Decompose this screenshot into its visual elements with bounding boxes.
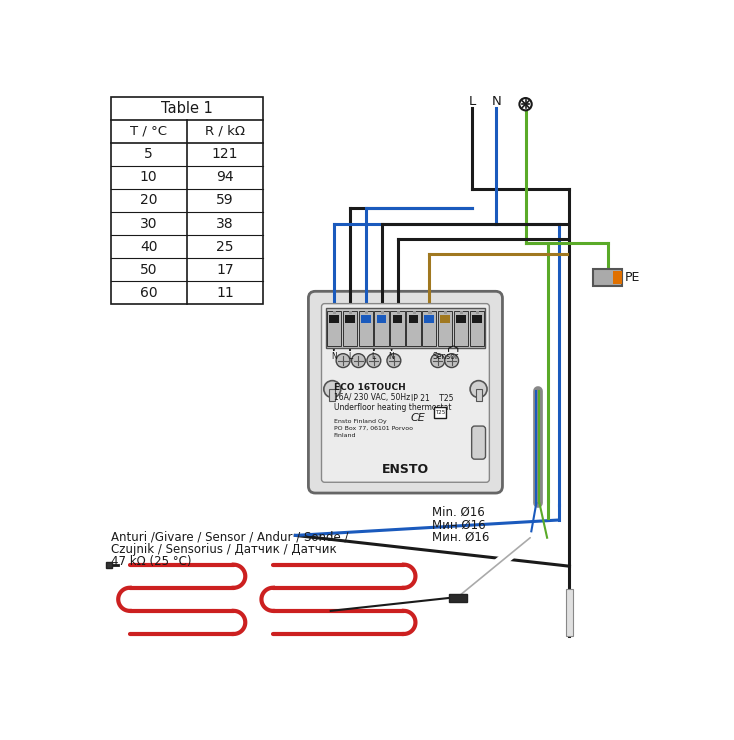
Bar — [456, 315, 466, 323]
Text: T25: T25 — [435, 410, 446, 414]
Text: 5: 5 — [145, 147, 153, 161]
Text: 60: 60 — [140, 286, 158, 300]
Circle shape — [324, 380, 341, 397]
Text: Ensto Finland Oy: Ensto Finland Oy — [334, 419, 387, 424]
Text: L: L — [469, 95, 476, 107]
Text: PO Box 77, 06101 Porvoo: PO Box 77, 06101 Porvoo — [334, 426, 413, 431]
Bar — [470, 311, 484, 346]
Text: Finland: Finland — [334, 433, 356, 438]
Bar — [381, 311, 384, 314]
Bar — [343, 311, 357, 346]
Text: Czujnik / Sensorius / Датчик / Датчик: Czujnik / Sensorius / Датчик / Датчик — [111, 543, 336, 556]
Text: 121: 121 — [211, 147, 238, 161]
Bar — [111, 96, 263, 304]
Bar — [365, 311, 368, 314]
Text: Мин Ø16: Мин Ø16 — [432, 519, 486, 531]
Text: L: L — [371, 352, 376, 361]
Text: 38: 38 — [216, 217, 233, 231]
Bar — [349, 311, 352, 314]
Bar — [374, 311, 389, 346]
Text: 20: 20 — [140, 193, 157, 207]
Bar — [327, 311, 341, 346]
FancyBboxPatch shape — [308, 292, 503, 493]
Bar — [613, 271, 622, 284]
Text: Table 1: Table 1 — [161, 101, 213, 115]
Bar — [454, 311, 468, 346]
Text: 59: 59 — [216, 193, 233, 207]
Bar — [440, 315, 450, 323]
Bar — [393, 315, 402, 323]
Bar — [390, 311, 404, 346]
Bar — [345, 315, 355, 323]
Text: 30: 30 — [140, 217, 157, 231]
Bar — [592, 269, 622, 286]
Text: 17: 17 — [216, 263, 233, 277]
Bar — [409, 315, 418, 323]
Bar — [460, 311, 463, 314]
Bar — [438, 311, 452, 346]
Text: 11: 11 — [216, 286, 233, 300]
Circle shape — [352, 354, 366, 368]
Bar — [448, 594, 467, 602]
Text: Min. Ø16: Min. Ø16 — [432, 506, 485, 519]
Bar — [406, 311, 421, 346]
Text: IP 21    T25: IP 21 T25 — [411, 394, 454, 403]
Circle shape — [336, 354, 350, 368]
Text: Underfloor heating thermostat: Underfloor heating thermostat — [334, 403, 451, 412]
Text: R / kΩ: R / kΩ — [205, 124, 245, 138]
Text: Anturi /Givare / Sensor / Andur / Sonde /: Anturi /Givare / Sensor / Andur / Sonde … — [111, 531, 348, 544]
Bar — [422, 311, 437, 346]
Text: N: N — [389, 352, 394, 361]
Bar — [333, 311, 336, 314]
Text: N: N — [331, 352, 337, 361]
Text: ECO 16TOUCH: ECO 16TOUCH — [334, 383, 406, 392]
Bar — [359, 311, 373, 346]
Text: T / °C: T / °C — [130, 124, 167, 138]
Text: CE: CE — [411, 413, 426, 423]
Text: 47 kΩ (25 °C): 47 kΩ (25 °C) — [111, 556, 191, 568]
Bar — [476, 389, 482, 401]
Bar — [424, 315, 434, 323]
Bar — [361, 315, 371, 323]
Text: 10: 10 — [140, 170, 158, 184]
Text: ENSTO: ENSTO — [382, 463, 429, 477]
Text: PE: PE — [625, 271, 640, 284]
Bar — [476, 311, 479, 314]
Bar — [434, 407, 446, 417]
Bar — [397, 311, 400, 314]
Circle shape — [367, 354, 381, 368]
Circle shape — [445, 354, 459, 368]
Bar — [566, 589, 573, 636]
Text: L: L — [348, 352, 352, 361]
Bar — [330, 389, 335, 401]
Text: 40: 40 — [140, 240, 157, 254]
Bar — [429, 311, 432, 314]
Circle shape — [470, 380, 487, 397]
FancyBboxPatch shape — [472, 426, 485, 459]
FancyBboxPatch shape — [321, 303, 490, 482]
Circle shape — [387, 354, 401, 368]
Bar — [326, 309, 484, 349]
Bar — [472, 315, 482, 323]
Bar — [377, 315, 387, 323]
Circle shape — [520, 98, 531, 110]
Bar — [413, 311, 415, 314]
Circle shape — [431, 354, 445, 368]
Text: 94: 94 — [216, 170, 233, 184]
Text: 50: 50 — [140, 263, 157, 277]
Bar — [444, 311, 448, 314]
Text: Мин. Ø16: Мин. Ø16 — [432, 531, 490, 544]
Text: Sensor: Sensor — [432, 352, 459, 361]
Bar — [106, 562, 112, 568]
Text: N: N — [492, 95, 501, 107]
Text: 25: 25 — [216, 240, 233, 254]
Text: 16A/ 230 VAC, 50Hz: 16A/ 230 VAC, 50Hz — [334, 393, 410, 402]
Bar — [330, 315, 339, 323]
